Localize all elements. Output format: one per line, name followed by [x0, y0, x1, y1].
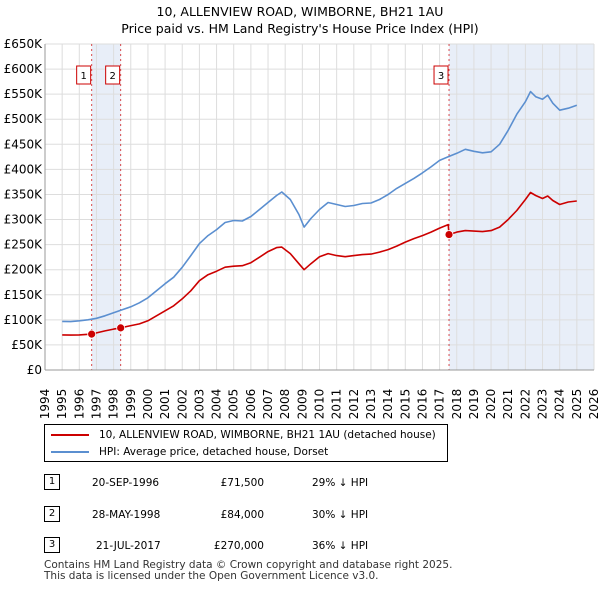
grid-lines — [44, 43, 595, 371]
shaded-period — [449, 44, 594, 370]
x-tick-label: 1997 — [89, 389, 103, 420]
x-tick-label: 2017 — [433, 389, 447, 420]
transaction-date: 28-MAY-1998 — [92, 509, 161, 521]
transaction-date: 20-SEP-1996 — [92, 477, 160, 489]
y-tick-label: £600K — [4, 62, 44, 76]
y-tick-label: £150K — [4, 288, 44, 302]
footer-licence: This data is licensed under the Open Gov… — [44, 570, 379, 582]
x-tick-label: 2000 — [141, 389, 155, 420]
series-line — [62, 90, 578, 323]
x-tick-label: 2008 — [278, 389, 292, 420]
transaction-number: 1 — [44, 474, 60, 490]
y-tick-label: £500K — [4, 112, 44, 126]
transaction-number: 3 — [44, 537, 60, 553]
x-tick-label: 2001 — [158, 389, 172, 420]
chart-title: 10, ALLENVIEW ROAD, WIMBORNE, BH21 1AU — [156, 4, 444, 19]
x-tick-label: 2012 — [347, 389, 361, 420]
x-tick-label: 2024 — [553, 389, 567, 420]
sale-marker-number: 2 — [109, 71, 115, 82]
series-line — [62, 191, 577, 336]
legend: 10, ALLENVIEW ROAD, WIMBORNE, BH21 1AU (… — [44, 424, 448, 462]
x-tick-label: 2022 — [518, 389, 532, 420]
y-tick-label: £450K — [4, 137, 44, 151]
sale-point — [87, 329, 97, 339]
price-chart: 1 2 3 £0 £50K £100K £150K £200K £250K £300K £350K… — [4, 37, 600, 420]
footer-copyright: Contains HM Land Registry data © Crown c… — [44, 559, 453, 571]
y-tick-label: £550K — [4, 87, 44, 101]
x-tick-label: 1994 — [38, 389, 52, 420]
sale-marker-label: 2 — [105, 65, 121, 85]
x-tick-label: 2018 — [450, 389, 464, 420]
x-tick-label: 2016 — [415, 389, 429, 420]
x-tick-label: 2020 — [484, 389, 498, 420]
transaction-hpi: 29% ↓ HPI — [312, 477, 369, 489]
sale-markers: 1 2 3 — [76, 65, 449, 85]
transaction-number: 2 — [44, 506, 60, 522]
legend-item-property: 10, ALLENVIEW ROAD, WIMBORNE, BH21 1AU (… — [51, 427, 436, 443]
y-tick-labels: £0 £50K £100K £150K £200K £250K £300K £350K £400… — [4, 37, 44, 377]
x-tick-labels: 1994 1995 1996 1997 1998 1999 2000 2001 2002 2003… — [38, 389, 600, 420]
x-tick-label: 2019 — [467, 389, 481, 420]
x-tick-label: 2005 — [227, 389, 241, 420]
sale-marker-box — [105, 65, 121, 85]
x-tick-label: 2013 — [364, 389, 378, 420]
y-tick-label: £250K — [4, 238, 44, 252]
y-tick-label: £200K — [4, 263, 44, 277]
x-tick-label: 2004 — [210, 389, 224, 420]
legend-item-hpi: HPI: Average price, detached house, Dors… — [51, 444, 328, 460]
transaction-hpi: 30% ↓ HPI — [312, 509, 369, 521]
sale-marker-label: 3 — [433, 65, 449, 85]
x-tick-label: 2025 — [570, 389, 584, 420]
x-tick-label: 2009 — [295, 389, 309, 420]
transaction-hpi: 36% ↓ HPI — [312, 540, 369, 552]
sale-point — [116, 323, 126, 333]
transaction-price: £270,000 — [213, 540, 264, 552]
sale-date-lines — [91, 44, 450, 370]
y-tick-label: £400K — [4, 162, 44, 176]
transaction-row: 3 21-JUL-2017 £270,000 36% ↓ HPI — [0, 535, 600, 557]
x-tick-label: 2002 — [175, 389, 189, 420]
y-tick-label: £350K — [4, 187, 44, 201]
legend-label-property: 10, ALLENVIEW ROAD, WIMBORNE, BH21 1AU (… — [99, 429, 436, 441]
sale-points — [87, 230, 454, 339]
sale-marker-label: 1 — [76, 65, 92, 85]
x-tick-label: 2023 — [536, 389, 550, 420]
x-tick-label: 2011 — [330, 389, 344, 420]
chart-subtitle: Price paid vs. HM Land Registry's House … — [121, 21, 479, 36]
footer: Contains HM Land Registry data © Crown c… — [44, 560, 452, 582]
sale-marker-box — [76, 65, 92, 85]
x-tick-label: 1995 — [55, 389, 69, 420]
x-tick-label: 2021 — [501, 389, 515, 420]
x-tick-label: 2010 — [313, 389, 327, 420]
x-tick-label: 2026 — [587, 389, 600, 420]
sale-marker-number: 1 — [80, 71, 86, 82]
x-tick-label: 1999 — [124, 389, 138, 420]
x-tick-label: 1996 — [72, 389, 86, 420]
x-tick-label: 1998 — [107, 389, 121, 420]
y-tick-label: £50K — [11, 338, 43, 352]
transaction-price: £84,000 — [220, 509, 264, 521]
transaction-price: £71,500 — [220, 477, 264, 489]
x-tick-label: 2006 — [244, 389, 258, 420]
y-tick-label: £0 — [27, 363, 42, 377]
legend-label-hpi: HPI: Average price, detached house, Dors… — [99, 446, 329, 458]
sale-marker-box — [433, 65, 449, 85]
x-tick-label: 2007 — [261, 389, 275, 420]
series-lines — [62, 90, 578, 336]
transaction-row: 2 28-MAY-1998 £84,000 30% ↓ HPI — [0, 504, 600, 526]
y-tick-label: £650K — [4, 37, 44, 51]
x-tick-label: 2015 — [398, 389, 412, 420]
transaction-row: 1 20-SEP-1996 £71,500 29% ↓ HPI — [0, 472, 600, 494]
y-tick-label: £300K — [4, 213, 44, 227]
sale-point — [444, 230, 454, 239]
transaction-date: 21-JUL-2017 — [96, 540, 161, 552]
legend-swatch-blue — [51, 451, 89, 453]
y-tick-label: £100K — [4, 313, 44, 327]
legend-swatch-red — [51, 434, 89, 436]
x-tick-label: 2014 — [381, 389, 395, 420]
x-tick-label: 2003 — [192, 389, 206, 420]
sale-marker-number: 3 — [438, 71, 444, 82]
axes — [44, 44, 594, 371]
